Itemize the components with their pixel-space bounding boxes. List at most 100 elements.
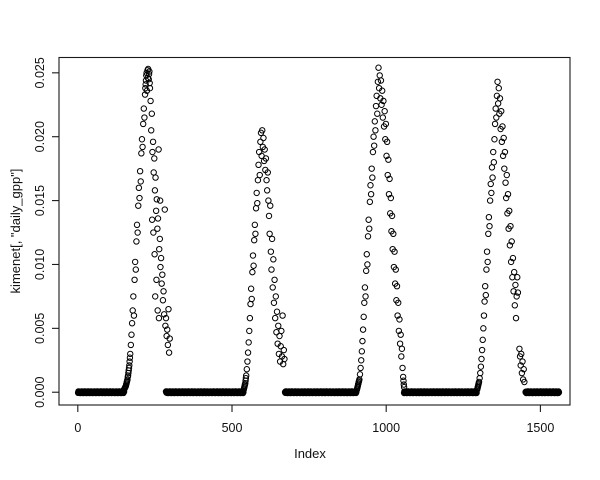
data-point — [399, 373, 407, 381]
data-point — [395, 299, 402, 306]
data-point — [142, 81, 149, 88]
data-point — [133, 238, 140, 245]
data-point — [394, 312, 401, 319]
data-point — [555, 389, 563, 396]
data-point — [265, 212, 273, 220]
data-point — [254, 176, 262, 184]
data-point — [279, 312, 286, 319]
data-point — [476, 374, 483, 382]
data-point — [135, 202, 142, 209]
data-point — [369, 148, 377, 156]
data-point — [477, 363, 485, 370]
data-point — [156, 197, 164, 204]
data-point — [151, 251, 158, 258]
data-point — [383, 138, 391, 146]
data-point — [164, 326, 171, 333]
zero-baseline-layer — [74, 388, 563, 397]
data-point — [496, 95, 504, 102]
data-point — [492, 105, 499, 112]
data-point — [136, 194, 143, 202]
data-point — [396, 340, 404, 347]
data-point — [358, 348, 366, 355]
data-point — [161, 206, 168, 213]
data-point — [248, 295, 255, 303]
data-point — [489, 174, 496, 181]
data-point — [256, 171, 263, 179]
data-point — [138, 150, 145, 157]
data-point — [162, 314, 170, 322]
data-point — [378, 87, 386, 94]
data-point — [159, 297, 167, 304]
data-point — [385, 156, 392, 163]
data-point — [157, 263, 164, 271]
data-point — [519, 358, 526, 365]
data-point — [478, 355, 485, 363]
data-point — [391, 248, 398, 255]
data-point — [266, 230, 273, 238]
data-point — [510, 288, 517, 295]
data-point — [277, 343, 284, 350]
data-point — [480, 312, 488, 319]
data-point — [371, 118, 378, 125]
data-point — [384, 171, 391, 179]
data-point — [151, 155, 158, 162]
data-point — [267, 202, 274, 209]
data-point — [126, 362, 133, 369]
data-point — [490, 159, 498, 166]
data-point — [251, 221, 259, 229]
data-point — [242, 374, 250, 382]
data-point — [254, 199, 261, 207]
data-point — [272, 293, 279, 300]
data-point — [154, 225, 161, 232]
data-point — [486, 222, 493, 230]
data-point — [387, 194, 395, 202]
data-point — [139, 120, 147, 128]
data-point — [259, 127, 266, 134]
data-point — [399, 364, 406, 372]
data-point — [481, 282, 489, 290]
data-point — [502, 179, 509, 186]
data-point — [145, 70, 153, 78]
data-point — [271, 276, 278, 283]
data-point — [396, 316, 403, 323]
data-point — [398, 353, 405, 360]
data-point — [499, 123, 506, 130]
data-point — [491, 120, 499, 128]
data-point — [128, 331, 135, 338]
data-point — [381, 107, 388, 115]
data-point — [485, 230, 492, 238]
data-point — [138, 136, 146, 143]
data-point — [507, 222, 514, 230]
data-point — [253, 189, 260, 197]
y-axis: 0.000 0.005 0.010 0.015 0.020 0.025 — [33, 57, 59, 408]
data-point — [141, 91, 149, 98]
y-tick-label: 0.010 — [33, 249, 47, 280]
data-point — [252, 205, 260, 212]
data-point — [367, 191, 375, 198]
data-point — [499, 152, 507, 160]
data-point — [164, 341, 172, 349]
data-point — [520, 366, 527, 373]
data-point — [246, 314, 254, 322]
data-point — [368, 165, 375, 172]
x-axis-title: Index — [294, 446, 326, 461]
data-point — [488, 164, 496, 171]
data-point — [251, 236, 258, 244]
data-point — [483, 266, 490, 273]
data-point — [260, 134, 267, 142]
data-point — [362, 293, 369, 300]
data-point — [516, 345, 523, 352]
x-tick-label: 500 — [222, 421, 243, 435]
data-point — [383, 152, 390, 160]
data-point — [148, 110, 156, 117]
data-point — [392, 266, 399, 273]
data-point — [270, 256, 277, 263]
data-point — [514, 274, 521, 281]
data-point — [498, 107, 505, 115]
data-point — [359, 326, 367, 333]
data-point — [128, 320, 136, 327]
data-point — [364, 233, 372, 240]
data-point — [245, 339, 252, 346]
data-point — [506, 242, 514, 249]
